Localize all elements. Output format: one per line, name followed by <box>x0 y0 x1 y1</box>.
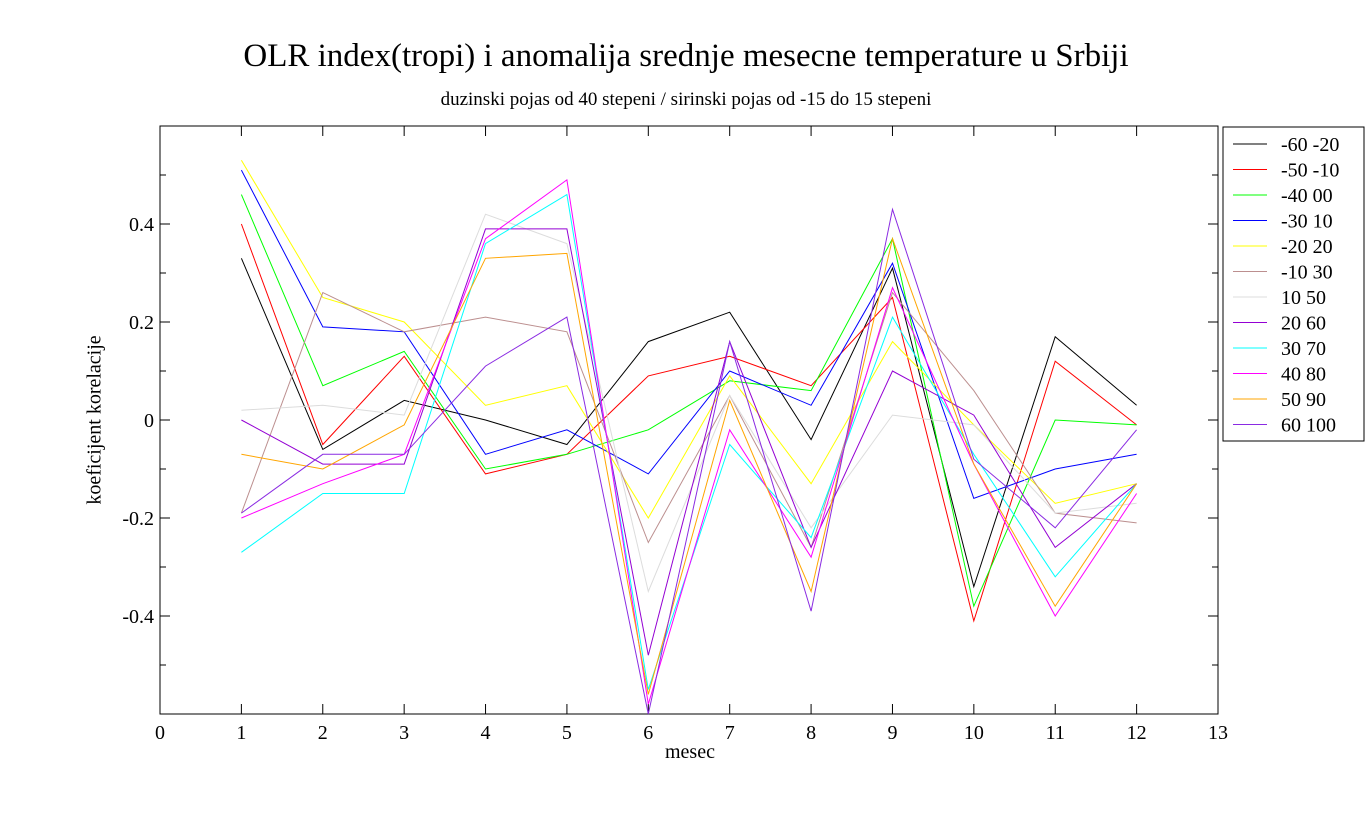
legend-label: -20 20 <box>1281 236 1333 258</box>
x-tick-label: 9 <box>887 722 897 744</box>
series-line-40_80 <box>241 179 1138 705</box>
x-tick-label: 6 <box>643 722 653 744</box>
y-tick-label: 0 <box>144 410 154 432</box>
chart-title: OLR index(tropi) i anomalija srednje mes… <box>243 38 1129 74</box>
series-line-60_100 <box>241 207 1137 715</box>
legend-label: 60 100 <box>1281 415 1336 437</box>
legend-label: 30 70 <box>1281 338 1326 360</box>
legend-label: -30 10 <box>1281 211 1333 233</box>
series-line-20_60 <box>241 228 1137 656</box>
legend-label: -40 00 <box>1281 185 1333 207</box>
x-tick-label: 4 <box>481 722 491 744</box>
x-tick-label: 12 <box>1127 722 1147 744</box>
series-line--40_00 <box>240 194 1137 608</box>
legend-label: -60 -20 <box>1281 134 1339 156</box>
legend-label: 10 50 <box>1281 287 1326 309</box>
legend: -60 -20 -50 -10 -40 00 -30 10 -20 20 -10 30 10… <box>1222 126 1365 442</box>
x-tick-label: 7 <box>725 722 735 744</box>
x-tick-label: 3 <box>399 722 409 744</box>
y-tick-label: 0.4 <box>129 214 154 236</box>
series-line--30_10 <box>240 169 1137 500</box>
series-lines <box>240 160 1138 715</box>
y-tick-label: -0.2 <box>122 508 154 530</box>
legend-label: 50 90 <box>1281 389 1326 411</box>
series-line--60_-20 <box>240 258 1137 589</box>
legend-label: 20 60 <box>1281 313 1326 335</box>
y-axis-label: koeficijent korelacije <box>83 335 106 505</box>
x-tick-label: 5 <box>562 722 572 744</box>
chart-subtitle: duzinski pojas od 40 stepeni / sirinski … <box>440 89 932 110</box>
series-line--50_-10 <box>240 223 1137 623</box>
series-line-30_70 <box>241 193 1137 690</box>
legend-label: 40 80 <box>1281 364 1326 386</box>
x-tick-label: 11 <box>1046 722 1065 744</box>
legend-label: -50 -10 <box>1281 160 1339 182</box>
x-tick-label: 1 <box>236 722 246 744</box>
y-tick-label: 0.2 <box>129 312 154 334</box>
y-axis: -0.4 -0.2 0 0.2 0.4 <box>122 174 1218 666</box>
x-tick-label: 2 <box>318 722 328 744</box>
x-tick-label: 0 <box>155 722 165 744</box>
x-axis: 0 1 2 3 4 5 6 7 8 9 10 11 12 13 <box>155 126 1228 744</box>
x-tick-label: 10 <box>964 722 984 744</box>
x-tick-label: 8 <box>806 722 816 744</box>
x-axis-label: mesec <box>665 741 715 763</box>
legend-box <box>1222 126 1365 442</box>
series-line--10_30 <box>240 291 1137 549</box>
series-line-50_90 <box>241 236 1138 695</box>
legend-label: -10 30 <box>1281 262 1333 284</box>
series-line-10_50 <box>241 213 1137 594</box>
x-tick-label: 13 <box>1208 722 1228 744</box>
y-tick-label: -0.4 <box>122 606 154 628</box>
